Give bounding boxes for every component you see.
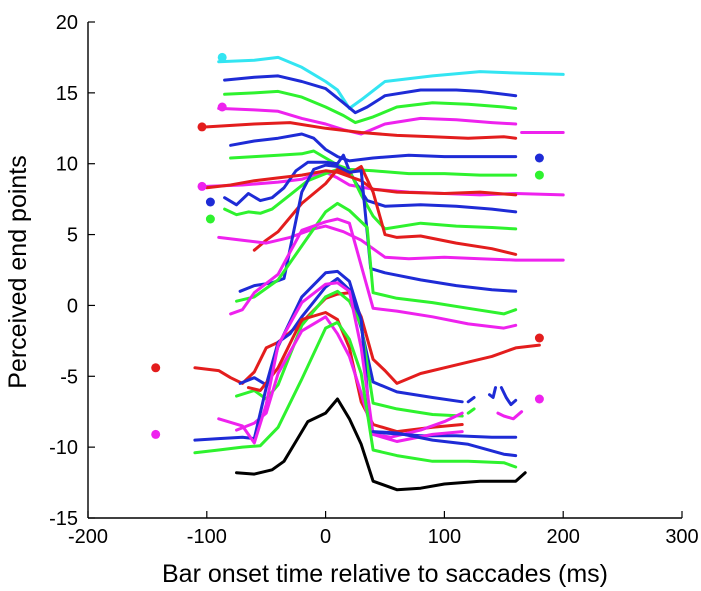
green-series-line-8 — [229, 149, 518, 177]
y-tick-label: 15 — [56, 83, 78, 105]
y-axis-title: Perceived end points — [4, 155, 32, 388]
magenta-series-line-29 — [496, 410, 524, 421]
magenta-end-point-marker — [197, 181, 207, 191]
y-tick-label: -5 — [60, 366, 78, 388]
x-axis-title: Bar onset time relative to saccades (ms) — [162, 560, 608, 588]
x-tick-label: 300 — [665, 526, 698, 548]
magenta-end-point-marker — [217, 102, 227, 112]
green-end-point-marker — [534, 170, 544, 180]
y-tick-label: 20 — [56, 12, 78, 34]
blue-series-line-31 — [371, 430, 518, 458]
magenta-series-line-4 — [217, 106, 518, 136]
red-series-line-21 — [246, 311, 464, 434]
green-end-point-marker — [205, 214, 215, 224]
red-series-line-13 — [252, 165, 518, 256]
tick-layer: -200 -100 0 100 200 300 -15 -10 -5 0 5 10 15 20 — [49, 12, 699, 548]
x-tick-label: -200 — [68, 526, 108, 548]
x-tick-label: 100 — [428, 526, 461, 548]
plot-area — [193, 55, 565, 492]
red-series-line-5 — [205, 121, 518, 140]
magenta-series-line-17 — [229, 217, 518, 330]
blue-series-line-2 — [223, 74, 518, 115]
magenta-series-line-9 — [205, 170, 565, 197]
y-tick-label: -15 — [49, 508, 78, 530]
green-series-line-16 — [235, 201, 518, 316]
y-tick-label: 10 — [56, 154, 78, 176]
marker-layer — [151, 52, 544, 439]
x-tick-label: 0 — [320, 526, 331, 548]
green-series-line-3 — [223, 89, 518, 125]
y-tick-label: 0 — [67, 295, 78, 317]
y-tick-label: -10 — [49, 437, 78, 459]
magenta-series-line-22 — [235, 315, 464, 439]
green-series-line-28 — [466, 407, 476, 415]
cyan-end-point-marker — [217, 52, 227, 62]
blue-series-line-27 — [499, 386, 518, 407]
red-end-point-marker — [197, 122, 207, 132]
blue-end-point-marker — [534, 153, 544, 163]
magenta-end-point-marker — [151, 429, 161, 439]
red-end-point-marker — [534, 333, 544, 343]
black-series-line-32 — [235, 397, 527, 492]
blue-series-line-25 — [466, 396, 476, 404]
x-tick-label: -100 — [187, 526, 227, 548]
y-tick-label: 5 — [67, 225, 78, 247]
cyan-series-line-1 — [217, 55, 565, 110]
x-tick-label: 200 — [547, 526, 580, 548]
blue-end-point-marker — [205, 197, 215, 207]
magenta-series-line-14 — [217, 224, 565, 262]
red-series-line-12 — [205, 169, 518, 197]
green-series-line-30 — [193, 320, 518, 469]
blue-series-line-10 — [223, 153, 518, 214]
blue-series-line-7 — [229, 132, 518, 163]
red-end-point-marker — [151, 363, 161, 373]
blue-series-line-26 — [488, 386, 497, 399]
axes — [87, 22, 682, 519]
magenta-end-point-marker — [534, 394, 544, 404]
magenta-series-line-24 — [217, 281, 464, 445]
